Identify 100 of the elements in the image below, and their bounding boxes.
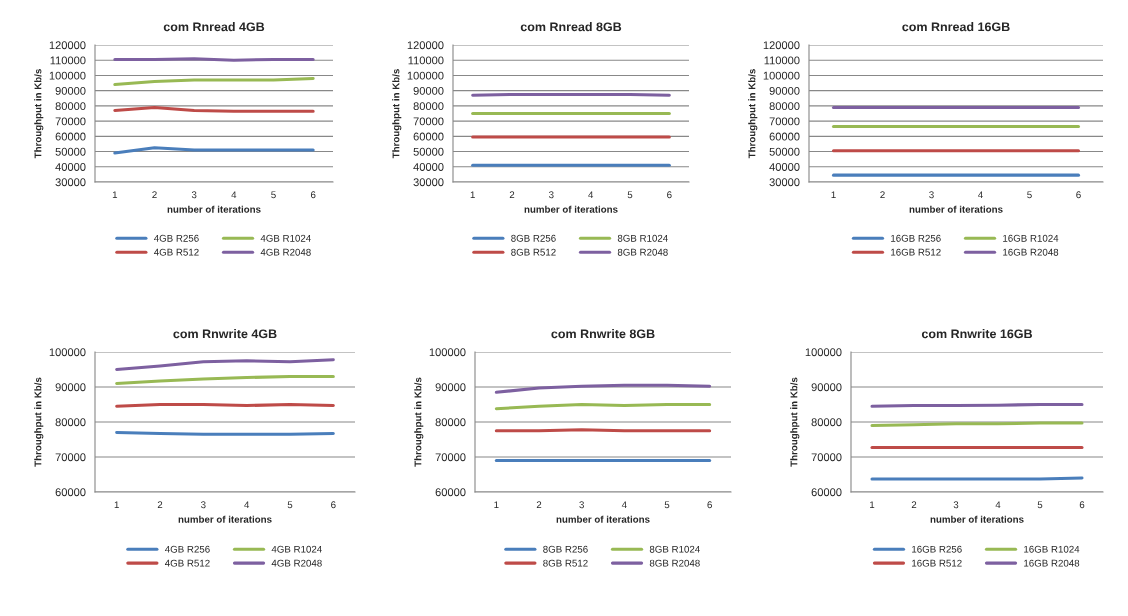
x-tick-label: 2 [880,191,885,199]
y-axis-title: Throughput in Kb/s [34,69,44,159]
x-tick-label: 6 [667,191,672,199]
x-tick-label: 1 [870,501,875,509]
x-tick-label: 4 [244,501,250,509]
x-axis-title: number of iterations [178,515,272,523]
x-tick-label: 1 [114,501,119,509]
x-tick-label: 4 [621,501,627,509]
line-series [115,374,335,386]
legend-label: 8GB R512 [511,248,556,256]
x-tick-label: 4 [995,501,1001,509]
y-tick-label: 60000 [413,132,444,141]
y-tick-label: 40000 [769,163,800,171]
legend-label: 4GB R1024 [271,545,322,553]
legend-label: 16GB R256 [891,234,941,242]
x-tick-label: 1 [470,191,475,199]
chart-title: com Rnwrite 8GB [551,329,655,339]
x-axis-title: number of iterations [167,205,261,213]
y-tick-label: 70000 [811,453,842,462]
legend-label: 8GB R256 [511,234,556,242]
legend-label: 16GB R2048 [1003,248,1059,256]
y-tick-label: 70000 [55,117,86,126]
legend-label: 4GB R1024 [260,234,311,242]
legend-label: 4GB R2048 [271,559,322,567]
y-tick-label: 90000 [435,383,466,392]
x-tick-label: 5 [287,501,293,509]
y-tick-label: 120000 [763,41,800,50]
legend-label: 4GB R512 [164,559,210,567]
y-tick-label: 90000 [769,86,800,95]
x-axis-title: number of iterations [930,515,1024,523]
legend-label: 4GB R256 [164,545,210,553]
x-tick-label: 6 [707,501,712,509]
y-tick-label: 30000 [413,178,444,187]
x-tick-label: 3 [191,191,197,199]
y-tick-label: 70000 [435,453,466,462]
y-tick-label: 100000 [805,348,842,357]
chart-title: com Rnwrite 4GB [173,329,277,339]
y-tick-label: 90000 [811,383,842,392]
x-tick-label: 3 [201,501,206,509]
chart-title: com Rnread 4GB [163,22,265,32]
y-tick-label: 30000 [769,178,800,187]
y-tick-label: 80000 [435,418,466,427]
y-tick-label: 110000 [408,56,444,65]
y-tick-label: 50000 [55,147,86,156]
y-tick-label: 50000 [769,147,800,156]
y-tick-label: 90000 [55,86,86,95]
legend-label: 4GB R2048 [260,248,311,256]
x-axis-title: number of iterations [909,205,1003,213]
x-tick-label: 3 [929,191,934,199]
y-tick-label: 110000 [764,56,800,65]
line-series [113,76,315,87]
y-axis-title: Throughput in Kb/s [414,377,424,467]
x-tick-label: 5 [1027,191,1032,199]
legend-label: 16GB R512 [891,248,941,256]
chart-title: com Rnread 8GB [520,22,622,32]
x-axis-title: number of iterations [556,515,650,523]
y-tick-label: 110000 [50,56,86,65]
legend-label: 16GB R1024 [1024,545,1080,553]
legend-label: 8GB R512 [543,559,588,567]
legend-label: 16GB R1024 [1003,234,1059,242]
x-tick-label: 4 [588,191,594,199]
line-series [115,358,335,372]
y-tick-label: 30000 [55,178,86,187]
y-axis-title: Throughput in Kb/s [392,69,402,159]
x-tick-label: 2 [911,501,917,509]
legend-label: 4GB R512 [153,248,199,256]
x-tick-label: 5 [664,501,670,509]
x-tick-label: 5 [1037,501,1043,509]
x-tick-label: 2 [509,191,515,199]
x-tick-label: 2 [152,191,157,199]
legend-label: 16GB R2048 [1024,559,1080,567]
x-tick-label: 1 [831,191,836,199]
legend-label: 8GB R2048 [649,559,700,567]
y-tick-label: 80000 [55,102,86,111]
y-tick-label: 60000 [811,488,842,497]
legend-label: 8GB R1024 [617,234,668,242]
y-tick-label: 70000 [55,453,86,462]
y-tick-label: 40000 [55,163,86,171]
y-tick-label: 100000 [49,71,86,80]
legend-label: 8GB R1024 [649,545,700,553]
x-tick-label: 6 [310,191,316,199]
y-tick-label: 120000 [407,41,444,50]
x-tick-label: 4 [978,191,983,199]
y-tick-label: 70000 [413,117,444,126]
y-tick-label: 70000 [769,117,800,126]
x-tick-label: 3 [549,191,554,199]
y-tick-label: 80000 [55,418,86,427]
y-tick-label: 100000 [407,71,444,80]
y-tick-label: 40000 [413,163,444,171]
y-tick-label: 60000 [435,488,466,497]
x-tick-label: 3 [579,501,584,509]
y-tick-label: 60000 [769,132,800,141]
y-tick-label: 60000 [55,488,86,497]
chart-title: com Rnread 16GB [902,22,1010,32]
legend-label: 8GB R2048 [617,248,668,256]
x-tick-label: 1 [494,501,499,509]
chart-title: com Rnwrite 16GB [921,329,1032,339]
y-tick-label: 80000 [413,102,444,111]
x-tick-label: 6 [1076,191,1081,199]
x-tick-label: 6 [1079,501,1085,509]
